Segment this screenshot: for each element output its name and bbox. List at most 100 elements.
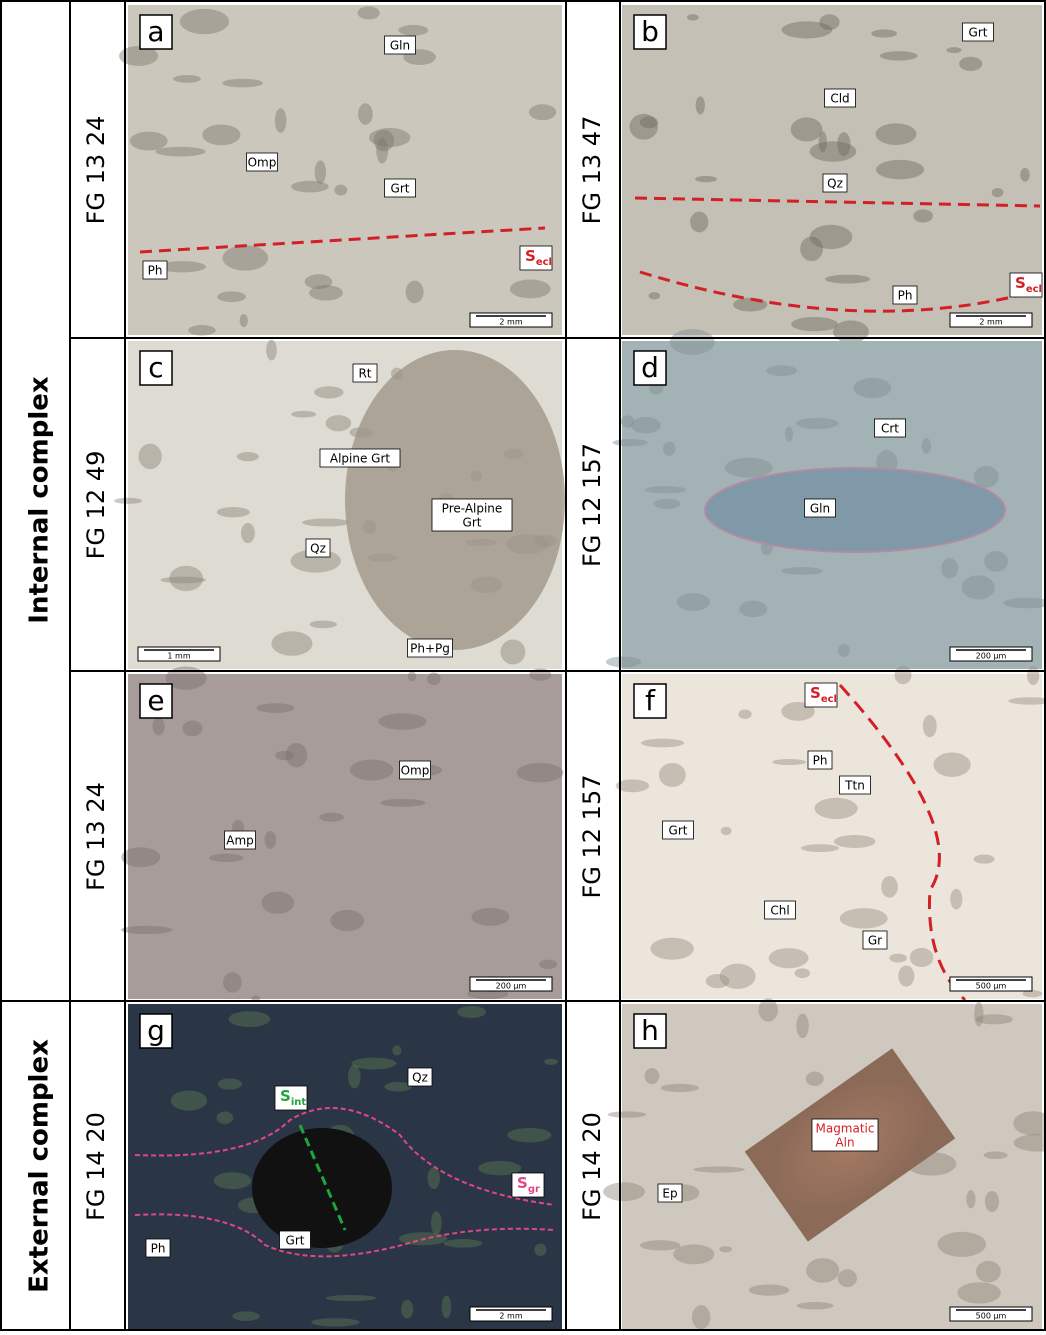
mineral-grain — [629, 113, 658, 140]
mineral-grain — [693, 1166, 745, 1173]
mineral-grain — [724, 457, 773, 478]
mineral-grain — [330, 909, 365, 932]
mineral-grain — [615, 779, 650, 793]
mineral-label-box — [657, 1183, 683, 1203]
mineral-grain — [738, 709, 752, 719]
foliation-subscript: ecl — [536, 257, 552, 268]
mineral-grain — [922, 714, 937, 738]
micrograph — [128, 5, 562, 335]
panel-letter-box — [633, 683, 667, 719]
panel-letter-box — [139, 14, 173, 50]
mineral-grain — [357, 6, 380, 20]
mineral-grain — [202, 124, 241, 146]
foliation-trace — [639, 270, 1041, 313]
mineral-label: Chl — [770, 904, 789, 918]
mineral-grain — [630, 416, 661, 434]
mineral-grain — [291, 180, 329, 193]
scale-bar-label: 1 mm — [167, 652, 190, 661]
mineral-grain — [819, 14, 840, 31]
mineral-grain — [285, 742, 308, 768]
mineral-grain — [358, 103, 373, 125]
mineral-grain — [620, 415, 635, 428]
glaucophane — [704, 467, 1006, 553]
mineral-grain — [768, 948, 809, 969]
mineral-grain — [837, 643, 850, 657]
mineral-grain — [426, 672, 441, 686]
sample-label: FG 13 24 — [82, 782, 110, 891]
foliation-label: Sint — [280, 1087, 306, 1109]
mineral-label: Amp — [226, 834, 254, 848]
mineral-grain — [876, 159, 924, 180]
mineral-label: Qz — [827, 177, 843, 191]
mineral-grain — [392, 1045, 402, 1056]
panel: d FG 12 157 200 µm Crt Gln — [578, 329, 1046, 669]
mineral-grain — [705, 974, 730, 989]
mineral-grain — [1022, 990, 1043, 998]
mineral-grain — [796, 1013, 809, 1039]
foliation-subscript: int — [291, 1097, 307, 1108]
mineral-grain — [837, 132, 851, 157]
foliation-label: Sgr — [517, 1174, 540, 1196]
mineral-grain — [784, 426, 793, 442]
mineral-label-box — [804, 498, 836, 518]
mineral-grain — [516, 763, 564, 783]
mineral-grain — [961, 575, 995, 600]
mineral-grain — [216, 1111, 234, 1125]
mineral-grain — [695, 96, 705, 115]
mineral-grain — [113, 497, 143, 504]
mineral-grain — [791, 316, 839, 332]
mineral-label: Omp — [248, 156, 277, 170]
mineral-grain — [837, 1269, 857, 1288]
mineral-label-box — [279, 1230, 311, 1250]
mineral-grain — [909, 947, 934, 968]
foliation-trace — [134, 1107, 556, 1206]
mineral-grain — [853, 377, 892, 399]
mineral-grain — [241, 522, 255, 544]
mineral-grain — [236, 452, 259, 462]
mineral-label-box — [807, 750, 833, 770]
group-label: Internal complex — [25, 376, 55, 624]
mineral-grain — [739, 600, 768, 618]
mineral-grain — [544, 1058, 558, 1065]
panel-letter: g — [147, 1014, 165, 1047]
panel: f FG 12 157 500 µm Ph Ttn Grt Chl Gr Secl — [578, 665, 1046, 1002]
mineral-grain — [833, 835, 876, 849]
mineral-grain — [781, 567, 823, 575]
mineral-grain — [441, 1295, 452, 1319]
mineral-grain — [658, 762, 686, 787]
mineral-grain — [800, 236, 824, 262]
mineral-label: Rt — [358, 367, 371, 381]
panel: a FG 13 24 2 mm Gln Omp Grt Ph Secl — [82, 5, 562, 336]
mineral-grain — [169, 565, 204, 592]
mineral-label-box — [811, 1118, 879, 1152]
foliation-main: S — [1015, 274, 1026, 292]
foliation-label-box — [274, 1085, 308, 1111]
mineral-grain — [1027, 666, 1040, 686]
mineral-grain — [941, 558, 959, 579]
mineral-grain — [170, 1090, 207, 1111]
mineral-grain — [1008, 697, 1046, 705]
foliation-subscript: gr — [528, 1184, 540, 1195]
mineral-label: Grt — [286, 1234, 305, 1248]
mineral-grain — [772, 758, 807, 766]
mineral-grain — [173, 74, 201, 83]
mineral-grain — [879, 51, 918, 61]
mineral-label: Grt — [391, 182, 410, 196]
mineral-grain — [222, 245, 269, 271]
mineral-grain — [291, 410, 317, 418]
mineral-grain — [314, 386, 344, 399]
mineral-grain — [691, 1305, 711, 1330]
scale-bar-label: 2 mm — [979, 318, 1002, 327]
mineral-label: Magmatic — [815, 1122, 874, 1136]
mineral-grain — [325, 1294, 377, 1302]
mineral-grain — [790, 117, 823, 142]
mineral-grain — [898, 965, 915, 987]
mineral-grain — [261, 891, 295, 914]
mineral-label: Qz — [412, 1071, 428, 1085]
mineral-label: Ep — [662, 1187, 677, 1201]
mineral-grain — [991, 187, 1004, 198]
mineral-grain — [805, 1071, 824, 1086]
